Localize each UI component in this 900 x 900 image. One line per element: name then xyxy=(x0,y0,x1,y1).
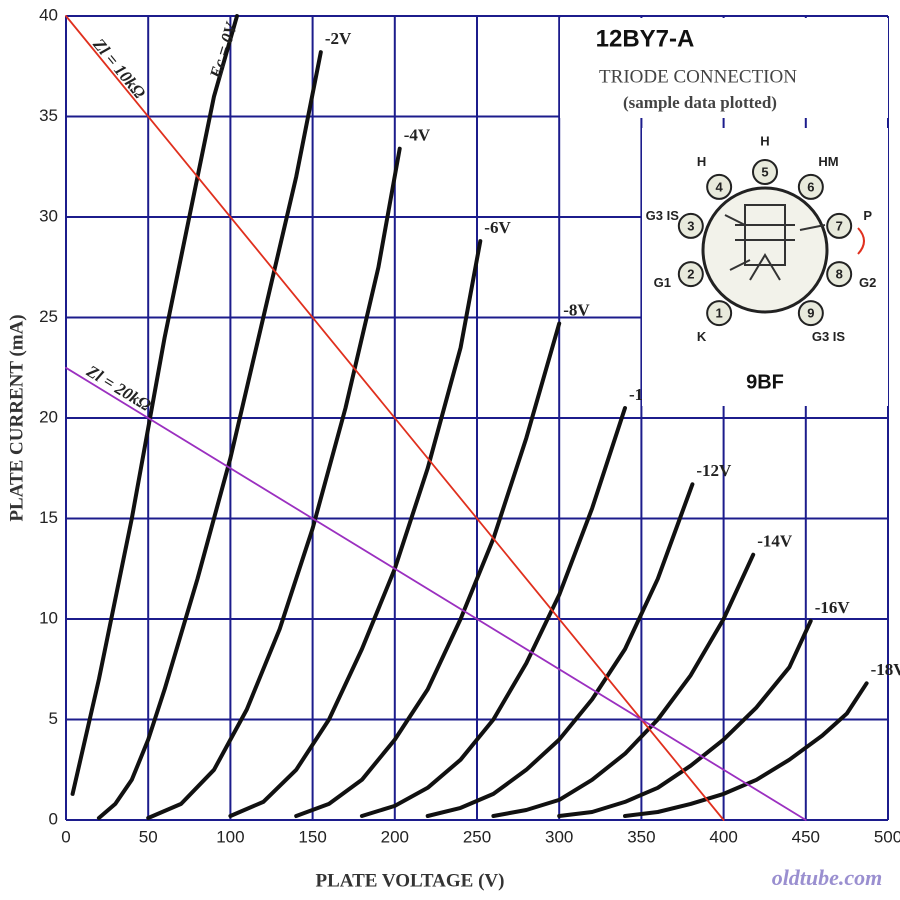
y-axis-title: PLATE CURRENT (mA) xyxy=(6,314,27,521)
pin-label: H xyxy=(697,154,706,169)
pin xyxy=(706,300,733,327)
pin xyxy=(797,300,824,327)
x-tick-label: 250 xyxy=(463,827,491,846)
y-tick-label: 10 xyxy=(39,608,58,627)
y-tick-label: 0 xyxy=(49,809,58,828)
curve xyxy=(96,50,323,820)
y-tick-label: 30 xyxy=(39,206,58,225)
chart-title: 12BY7-A xyxy=(596,25,695,52)
load-line xyxy=(65,15,725,821)
pin xyxy=(752,159,778,185)
curve-label: -8V xyxy=(563,300,590,319)
watermark: oldtube.com xyxy=(772,865,883,890)
pin xyxy=(826,261,853,288)
y-tick-label: 20 xyxy=(39,407,58,426)
x-tick-label: 300 xyxy=(545,827,573,846)
curve xyxy=(294,321,562,818)
y-tick-label: 35 xyxy=(39,106,58,125)
curve xyxy=(146,146,402,820)
pin-number: 1 xyxy=(716,306,723,321)
pin-label: HM xyxy=(818,154,838,169)
pin-label: G3 IS xyxy=(812,329,846,344)
curve-label: Ec = 0V xyxy=(206,19,242,82)
y-tick-label: 40 xyxy=(39,5,58,24)
pin-number: 5 xyxy=(761,164,768,179)
pin xyxy=(677,212,704,239)
pin-number: 8 xyxy=(836,267,843,282)
pin-label: G2 xyxy=(859,275,876,290)
x-tick-label: 500 xyxy=(874,827,900,846)
y-tick-label: 25 xyxy=(39,307,58,326)
y-tick-label: 15 xyxy=(39,508,58,527)
pin-number: 7 xyxy=(836,218,843,233)
curve xyxy=(425,482,695,818)
pin-label: K xyxy=(697,329,707,344)
curve-label: -12V xyxy=(696,461,732,480)
curve xyxy=(491,552,756,818)
x-tick-label: 150 xyxy=(298,827,326,846)
curve xyxy=(623,681,869,818)
pin-label: G3 IS xyxy=(646,208,680,223)
curve xyxy=(228,239,483,818)
strap xyxy=(857,227,865,255)
pin-number: 2 xyxy=(687,267,694,282)
pin-label: G1 xyxy=(654,275,671,290)
curve-label: -6V xyxy=(484,218,511,237)
chart-note: (sample data plotted) xyxy=(623,93,777,112)
load-line-label: Zl = 10kΩ xyxy=(89,34,150,102)
x-tick-label: 0 xyxy=(61,827,70,846)
y-tick-label: 5 xyxy=(49,709,58,728)
pin-number: 9 xyxy=(807,306,814,321)
pin-number: 3 xyxy=(687,218,694,233)
x-tick-label: 450 xyxy=(792,827,820,846)
curve-label: -14V xyxy=(757,532,793,551)
pin-label: P xyxy=(863,208,872,223)
header-box xyxy=(560,18,888,118)
base-name: 9BF xyxy=(746,371,784,393)
load-line xyxy=(65,366,807,821)
load-line-label: Zl = 20kΩ xyxy=(83,361,155,415)
electrodes xyxy=(724,204,826,281)
pin xyxy=(797,173,824,200)
base-circle xyxy=(701,186,829,314)
chart-subtitle: TRIODE CONNECTION xyxy=(599,66,797,87)
x-tick-label: 350 xyxy=(627,827,655,846)
curve-label: -18V xyxy=(871,660,900,679)
pin-label: H xyxy=(760,133,769,148)
curve-label: -16V xyxy=(815,598,851,617)
curve xyxy=(359,406,627,818)
pin xyxy=(677,261,704,288)
curve xyxy=(70,14,239,796)
x-tick-label: 100 xyxy=(216,827,244,846)
curve-label: -2V xyxy=(325,29,352,48)
x-tick-label: 200 xyxy=(381,827,409,846)
pin xyxy=(706,173,733,200)
curve-label: -4V xyxy=(404,126,431,145)
x-tick-label: 50 xyxy=(139,827,158,846)
pin xyxy=(826,212,853,239)
pin-number: 6 xyxy=(807,179,814,194)
x-axis-title: PLATE VOLTAGE (V) xyxy=(316,870,505,891)
x-tick-label: 400 xyxy=(709,827,737,846)
pin-number: 4 xyxy=(716,179,724,194)
curve xyxy=(557,619,813,818)
